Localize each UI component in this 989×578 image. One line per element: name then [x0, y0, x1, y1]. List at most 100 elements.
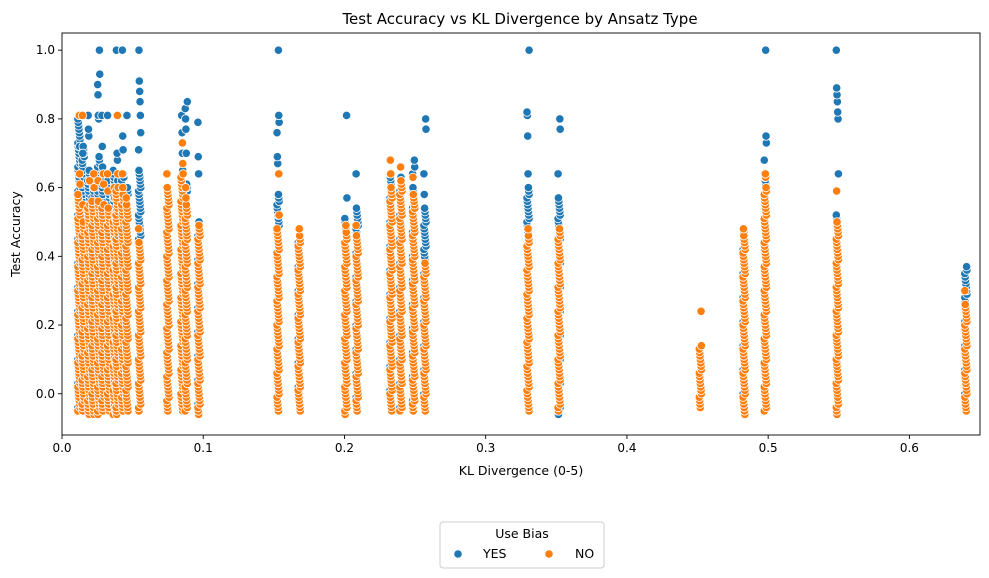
- data-point-no: [760, 169, 770, 179]
- data-point-yes: [961, 262, 972, 272]
- data-point-yes: [117, 45, 127, 55]
- data-point-yes: [761, 131, 771, 141]
- data-point-yes: [555, 124, 565, 134]
- data-point-yes: [194, 169, 204, 179]
- data-point-yes: [420, 203, 430, 213]
- data-point-no: [177, 138, 187, 148]
- data-point-no: [396, 176, 406, 186]
- y-axis-label: Test Accuracy: [8, 191, 23, 278]
- data-point-yes: [272, 128, 282, 138]
- data-point-no: [178, 158, 188, 169]
- data-point-yes: [135, 110, 145, 121]
- data-point-yes: [555, 114, 565, 124]
- data-point-yes: [553, 169, 563, 179]
- data-point-yes: [759, 155, 769, 165]
- data-point-yes: [134, 145, 144, 155]
- data-point-yes: [761, 45, 771, 55]
- data-point-yes: [180, 114, 191, 124]
- data-point-no: [274, 169, 284, 179]
- data-point-no: [408, 172, 418, 182]
- points-layer: [73, 45, 972, 419]
- data-point-no: [351, 220, 361, 231]
- x-tick-label: 0.2: [335, 441, 354, 455]
- data-point-no: [395, 162, 406, 172]
- data-point-no: [118, 183, 128, 193]
- y-tick-label: 0.4: [36, 249, 55, 263]
- legend: Use Bias YES NO: [439, 521, 605, 569]
- x-tick-label: 0.0: [52, 441, 71, 455]
- plot-frame: [61, 32, 981, 436]
- data-point-yes: [93, 79, 103, 90]
- data-point-no: [351, 231, 362, 241]
- data-point-no: [89, 169, 99, 179]
- data-point-yes: [134, 165, 144, 176]
- data-point-no: [696, 341, 707, 351]
- data-point-no: [99, 179, 109, 189]
- data-point-no: [761, 183, 771, 193]
- data-point-yes: [351, 169, 361, 179]
- data-point-no: [832, 217, 842, 227]
- data-point-yes: [273, 45, 284, 55]
- data-point-yes: [831, 45, 841, 55]
- legend-box: [439, 521, 605, 569]
- data-point-no: [112, 110, 123, 121]
- data-point-no: [75, 169, 85, 179]
- data-point-yes: [342, 193, 352, 203]
- data-point-yes: [523, 183, 534, 193]
- data-point-yes: [102, 110, 113, 121]
- data-point-no: [134, 224, 144, 234]
- data-point-yes: [136, 128, 146, 138]
- data-point-yes: [97, 141, 107, 151]
- data-point-no: [960, 286, 970, 296]
- data-point-yes: [122, 110, 132, 121]
- data-point-yes: [419, 169, 429, 179]
- data-point-yes: [832, 83, 842, 93]
- data-point-yes: [272, 152, 282, 162]
- data-point-yes: [134, 76, 144, 86]
- data-point-no: [194, 220, 204, 231]
- data-point-no: [341, 220, 351, 231]
- data-point-yes: [419, 189, 429, 200]
- legend-label-yes: YES: [482, 546, 507, 561]
- x-axis-label: KL Divergence (0-5): [459, 463, 584, 478]
- data-point-no: [738, 224, 749, 234]
- x-tick-label: 0.4: [617, 441, 636, 455]
- data-point-yes: [421, 124, 431, 134]
- data-point-no: [960, 299, 970, 310]
- data-point-no: [420, 258, 430, 268]
- data-point-yes: [273, 189, 284, 200]
- series-no: [73, 110, 972, 419]
- data-point-yes: [833, 107, 843, 117]
- legend-title: Use Bias: [495, 526, 549, 541]
- x-tick-label: 0.5: [759, 441, 778, 455]
- data-point-yes: [274, 110, 284, 121]
- x-axis: 0.0 0.1 0.2 0.3 0.4 0.5 0.6: [52, 435, 919, 455]
- y-tick-label: 0.8: [36, 112, 55, 126]
- data-point-yes: [181, 124, 191, 134]
- data-point-no: [103, 203, 113, 213]
- data-point-no: [121, 193, 131, 203]
- data-point-yes: [181, 148, 191, 158]
- data-point-yes: [78, 148, 88, 158]
- data-point-no: [385, 155, 395, 165]
- data-point-yes: [182, 97, 192, 107]
- data-point-yes: [523, 169, 533, 179]
- data-point-no: [117, 169, 127, 179]
- data-point-no: [77, 110, 88, 121]
- data-point-no: [408, 189, 418, 200]
- data-point-no: [386, 169, 396, 179]
- data-point-yes: [118, 131, 128, 141]
- data-point-yes: [553, 193, 564, 203]
- data-point-yes: [118, 145, 128, 155]
- data-point-no: [272, 224, 282, 234]
- data-point-no: [73, 189, 83, 200]
- data-point-no: [89, 183, 99, 193]
- data-point-no: [162, 169, 172, 179]
- data-point-no: [832, 186, 842, 196]
- x-tick-label: 0.6: [900, 441, 919, 455]
- data-point-yes: [135, 86, 145, 97]
- data-point-yes: [523, 131, 533, 141]
- chart-title: Test Accuracy vs KL Divergence by Ansatz…: [341, 10, 697, 28]
